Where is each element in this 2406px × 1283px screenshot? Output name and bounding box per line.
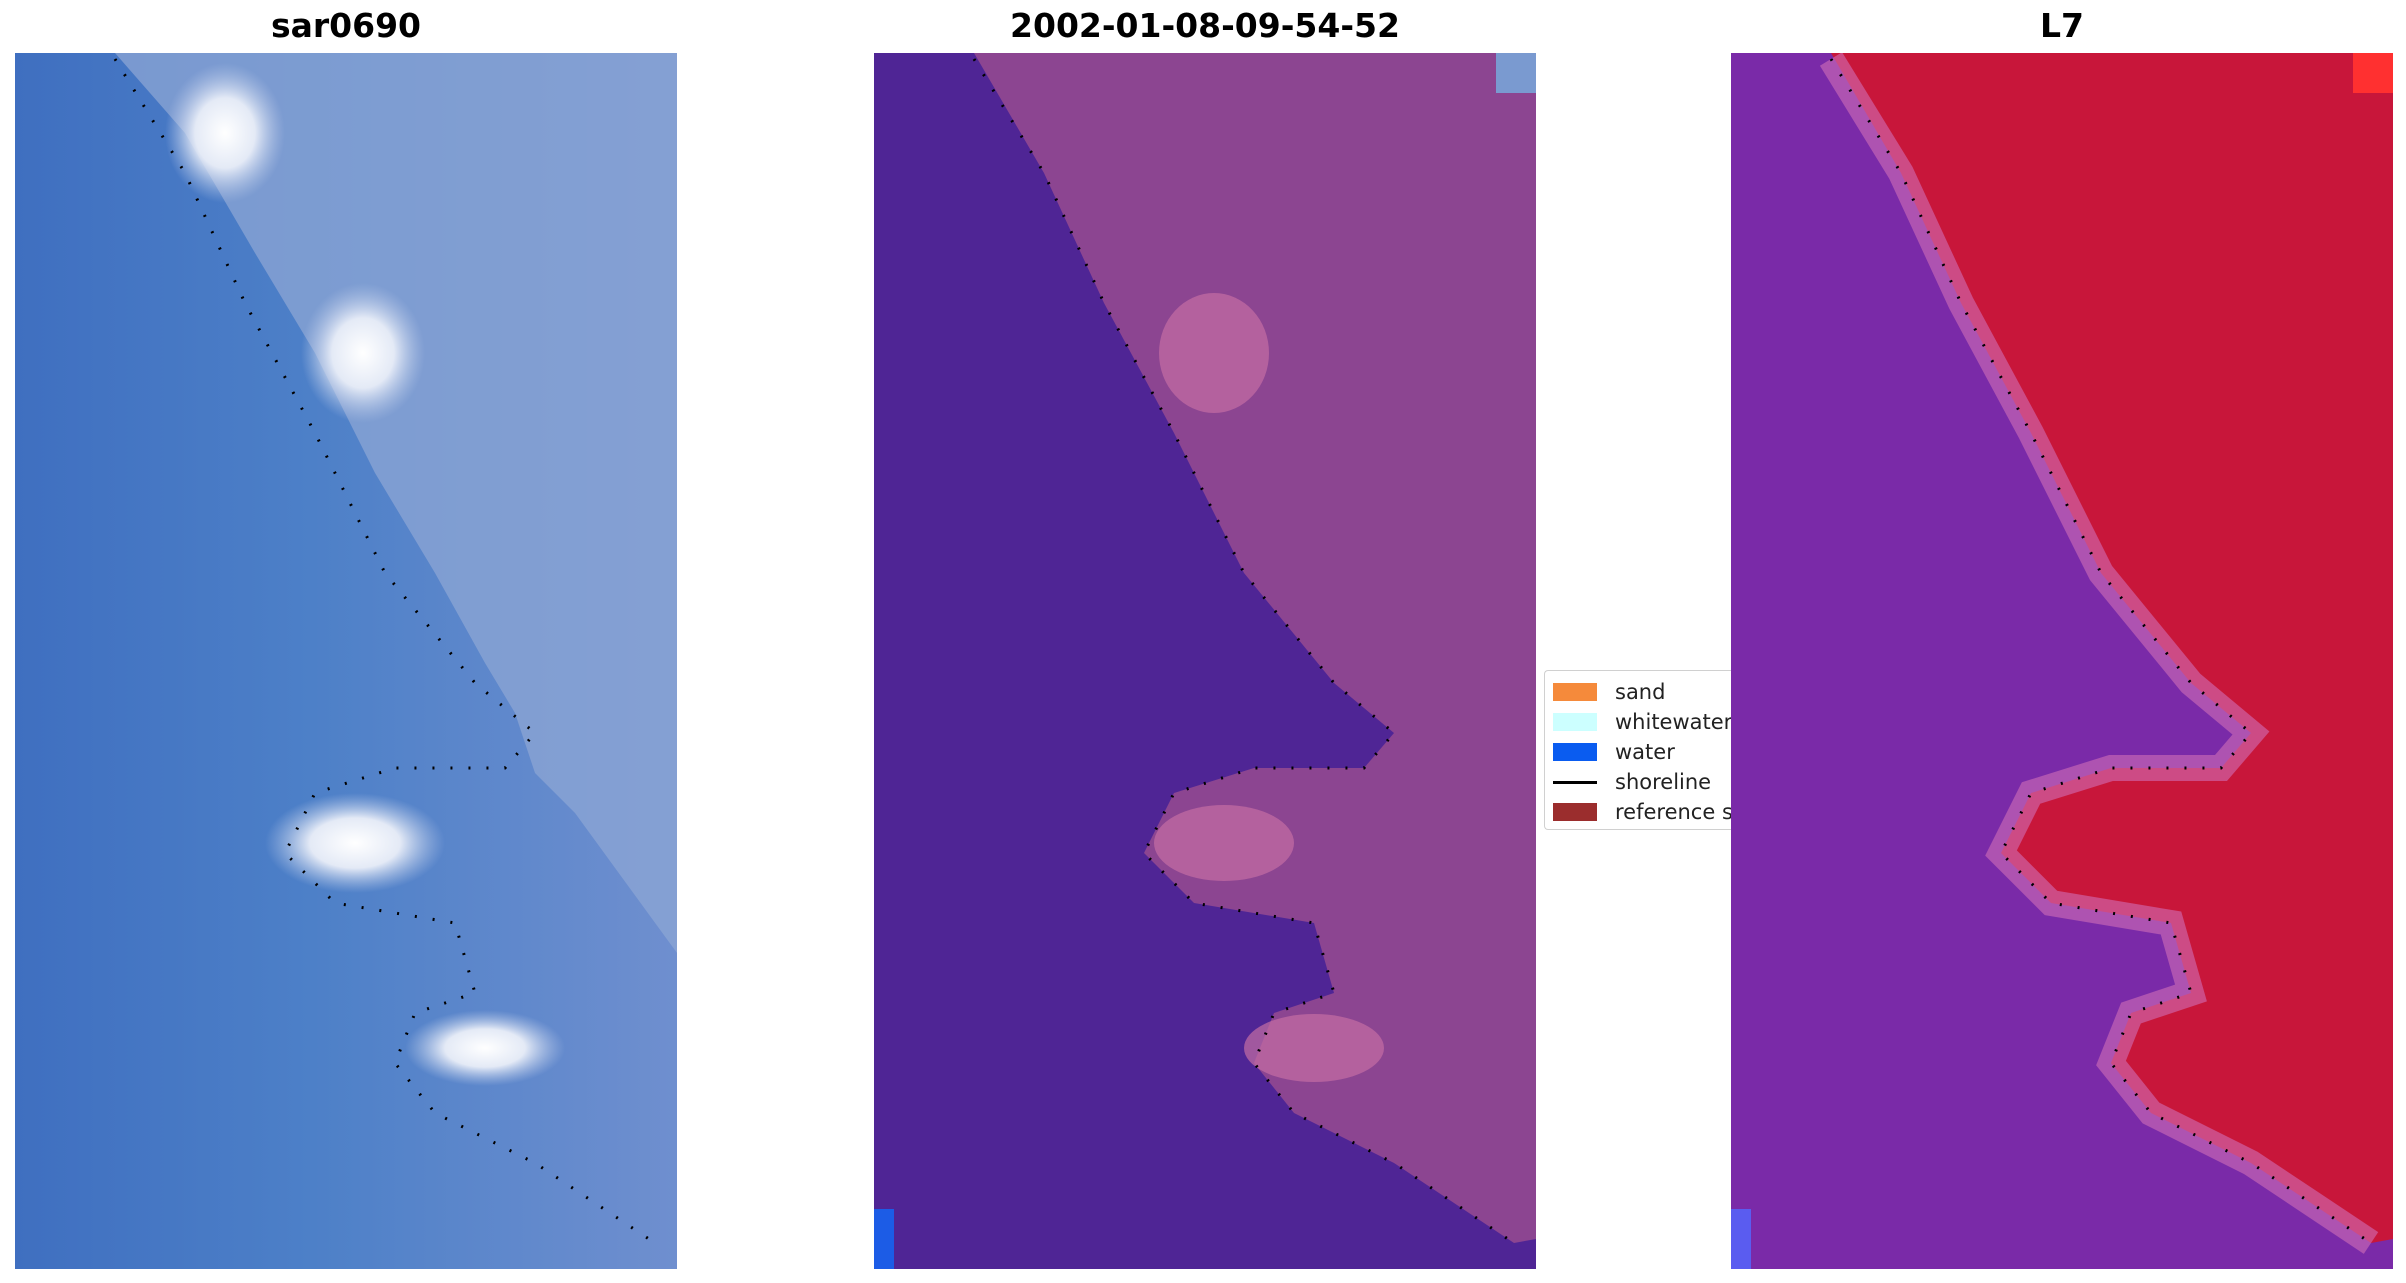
legend-label: shoreline — [1615, 770, 1712, 794]
legend-label: reference s — [1615, 800, 1731, 824]
legend-item-reference: reference s — [1553, 799, 1731, 825]
panel-title: sar0690 — [270, 6, 422, 45]
water-swatch — [1553, 743, 1597, 761]
panel-title: L7 — [2040, 6, 2084, 45]
panel-title: 2002-01-08-09-54-52 — [1010, 6, 1400, 45]
whitewater-swatch — [1553, 713, 1597, 731]
index-image — [1731, 53, 2393, 1269]
legend-item-whitewater: whitewater — [1553, 709, 1731, 735]
classified-image — [874, 53, 1536, 1269]
legend-item-sand: sand — [1553, 679, 1665, 705]
legend-label: whitewater — [1615, 710, 1731, 734]
legend-label: water — [1615, 740, 1675, 764]
legend-label: sand — [1615, 680, 1666, 704]
reference-swatch — [1553, 803, 1597, 821]
legend-item-shoreline: shoreline — [1553, 769, 1711, 795]
shoreline-line-icon — [1553, 780, 1597, 784]
sand-swatch — [1553, 683, 1597, 701]
rgb-image — [15, 53, 677, 1269]
legend: sand whitewater water shoreline referenc… — [1544, 670, 1731, 830]
legend-item-water: water — [1553, 739, 1675, 765]
